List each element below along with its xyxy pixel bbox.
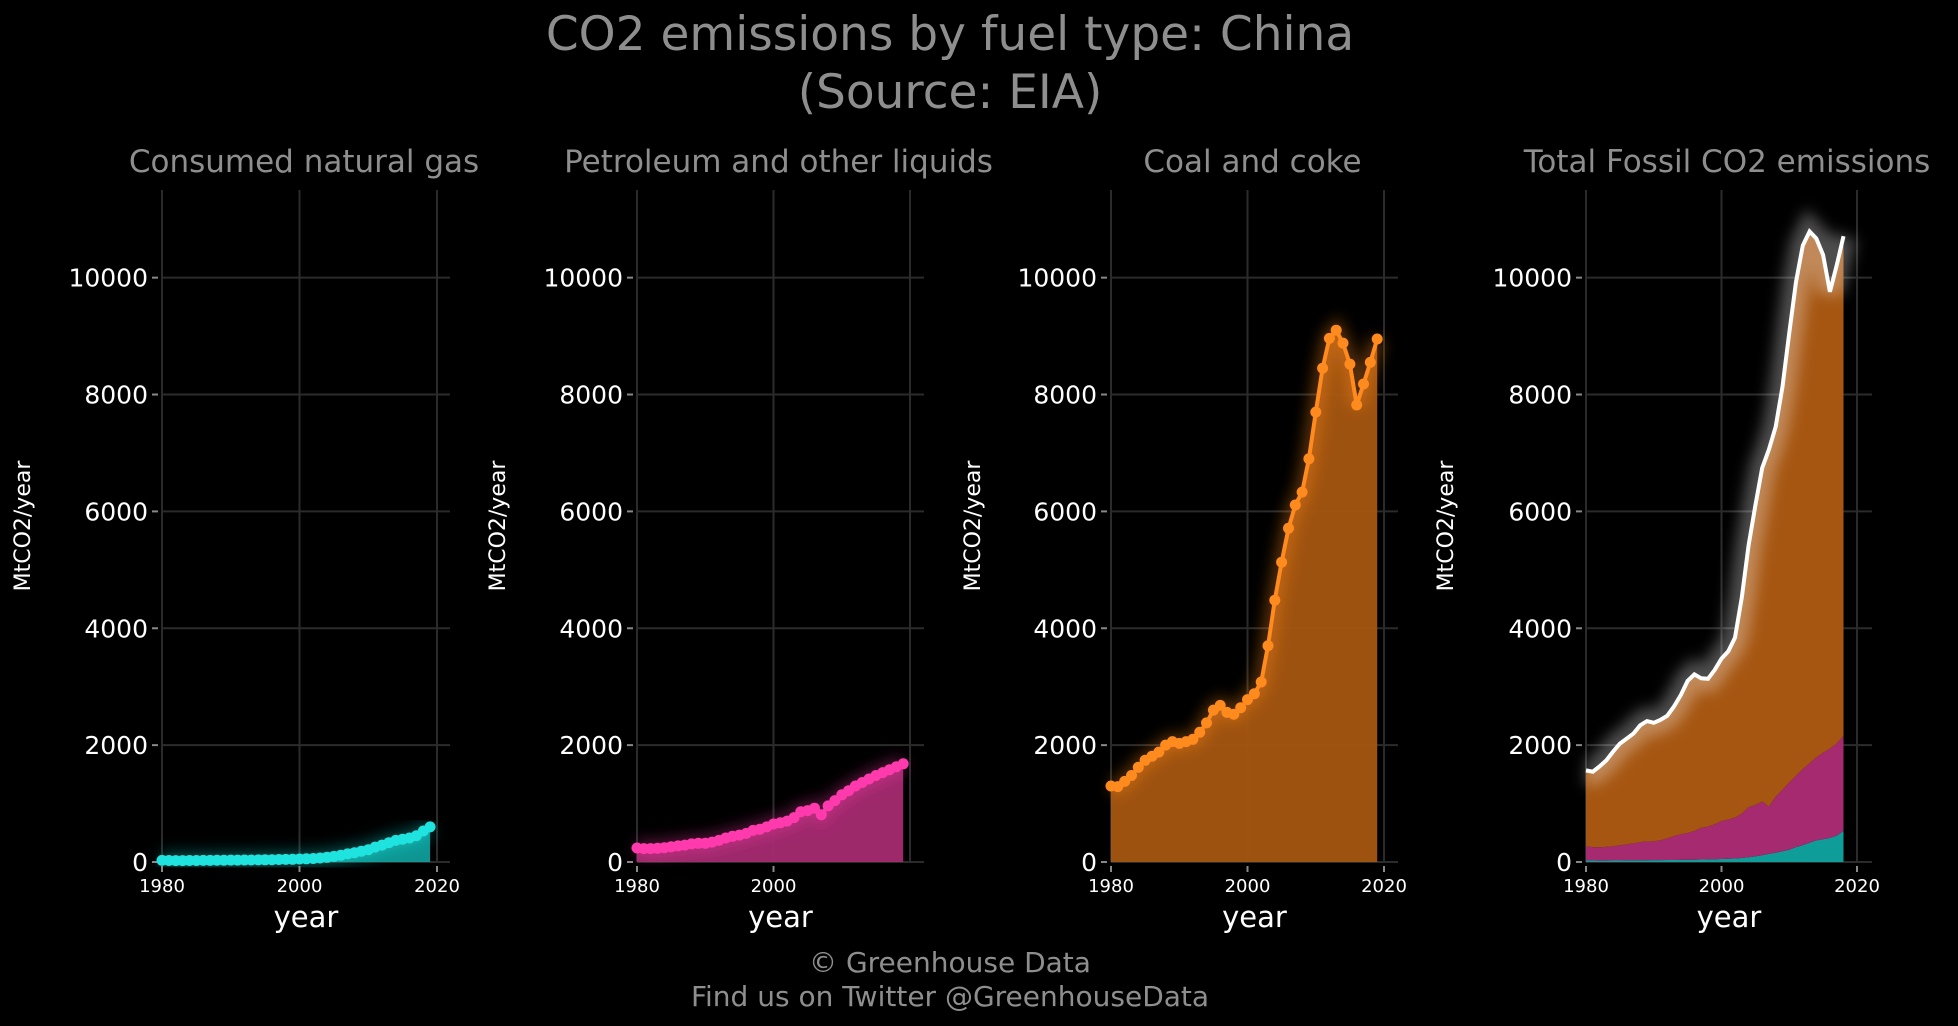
y-tick-label: 4000 <box>1508 614 1572 643</box>
data-point <box>1187 733 1199 745</box>
y-axis-label: MtCO2/year <box>486 460 511 592</box>
x-tick-label: 2000 <box>751 876 797 897</box>
y-tick-label: 2000 <box>559 731 623 760</box>
data-point <box>424 821 436 833</box>
panel-petroleum: 0 2000 4000 6000 8000 10000 1980 2000 year MtCO2/… <box>486 144 993 934</box>
data-point <box>1317 362 1329 374</box>
y-tick-label: 0 <box>132 848 148 877</box>
x-tick-label: 2020 <box>1834 876 1880 897</box>
data-point <box>1235 702 1247 714</box>
y-tick-label: 0 <box>1081 848 1097 877</box>
data-point <box>1323 332 1335 344</box>
data-point <box>1358 378 1369 390</box>
x-tick-label: 1980 <box>139 876 185 897</box>
data-point <box>1276 556 1288 568</box>
panel-title: Total Fossil CO2 emissions <box>1523 144 1931 180</box>
y-tick-label: 0 <box>1556 848 1572 877</box>
stack-petroleum <box>1586 735 1844 861</box>
y-tick-label: 8000 <box>1033 381 1097 410</box>
y-tick-label: 6000 <box>1508 497 1572 526</box>
chart-title-line1: CO2 emissions by fuel type: China <box>546 7 1354 62</box>
panel-title: Petroleum and other liquids <box>564 144 993 180</box>
data-point <box>1262 640 1274 652</box>
data-point <box>809 802 820 814</box>
data-point <box>1255 676 1267 688</box>
x-tick-label: 1980 <box>1563 876 1609 897</box>
x-tick-label: 2000 <box>277 876 323 897</box>
data-point <box>1310 406 1322 418</box>
data-point <box>1296 486 1308 498</box>
panel-title: Consumed natural gas <box>129 144 479 180</box>
panel-coal: 0 2000 4000 6000 8000 10000 1980 2000 2020 year Mt… <box>961 144 1407 934</box>
y-tick-label: 2000 <box>1033 731 1097 760</box>
stack-gas <box>1586 831 1844 862</box>
data-point <box>1371 333 1383 345</box>
data-point <box>1344 358 1356 370</box>
panel-gas: 0 2000 4000 6000 8000 10000 1980 2000 2020 year Mt… <box>11 144 479 934</box>
data-point <box>1201 717 1212 729</box>
panel-total: 0 2000 4000 6000 8000 10000 1980 2000 2020 year Mt… <box>1434 144 1930 934</box>
data-point <box>1153 746 1165 758</box>
y-tick-label: 10000 <box>68 264 148 293</box>
y-tick-label: 4000 <box>559 614 623 643</box>
data-point <box>1351 399 1363 411</box>
total-line <box>1585 228 1846 774</box>
y-tick-label: 6000 <box>84 497 148 526</box>
stack-coal <box>1586 231 1844 848</box>
caption-copyright: © Greenhouse Data <box>809 946 1091 979</box>
caption-twitter: Find us on Twitter @GreenhouseData <box>691 980 1209 1013</box>
data-point <box>1132 761 1144 773</box>
data-point <box>1364 356 1376 368</box>
data-point <box>815 809 827 821</box>
y-tick-label: 4000 <box>84 614 148 643</box>
x-axis-label: year <box>274 900 339 934</box>
data-point <box>1289 499 1301 511</box>
x-axis-label: year <box>1697 900 1762 934</box>
panels: 0 2000 4000 6000 8000 10000 1980 2000 2020 year Mt… <box>11 144 1930 934</box>
x-axis-label: year <box>1222 900 1287 934</box>
area-petroleum <box>637 763 904 862</box>
y-tick-label: 2000 <box>1508 731 1572 760</box>
data-point <box>1248 688 1260 700</box>
y-tick-label: 8000 <box>559 381 623 410</box>
y-axis-label: MtCO2/year <box>961 460 986 592</box>
y-tick-label: 4000 <box>1033 614 1097 643</box>
y-tick-label: 8000 <box>1508 381 1572 410</box>
y-axis-label: MtCO2/year <box>11 460 36 592</box>
y-tick-label: 10000 <box>1492 264 1572 293</box>
data-point <box>1303 453 1315 465</box>
x-tick-label: 2020 <box>1361 876 1407 897</box>
x-tick-label: 1980 <box>1088 876 1134 897</box>
y-tick-label: 2000 <box>84 731 148 760</box>
y-tick-label: 0 <box>607 848 623 877</box>
y-tick-label: 6000 <box>1033 497 1097 526</box>
data-point <box>1214 699 1226 711</box>
data-point <box>1126 770 1137 781</box>
panel-title: Coal and coke <box>1143 144 1361 180</box>
y-tick-label: 10000 <box>1017 264 1097 293</box>
x-tick-label: 2020 <box>414 876 460 897</box>
x-tick-label: 2000 <box>1699 876 1745 897</box>
data-point <box>1330 324 1342 336</box>
data-point <box>1337 337 1349 349</box>
data-point <box>1194 726 1206 738</box>
x-tick-label: 1980 <box>614 876 660 897</box>
x-tick-label: 2000 <box>1225 876 1271 897</box>
y-tick-label: 8000 <box>84 381 148 410</box>
y-axis-label: MtCO2/year <box>1434 460 1459 592</box>
data-point <box>1283 522 1294 534</box>
y-tick-label: 10000 <box>543 264 623 293</box>
y-tick-label: 6000 <box>559 497 623 526</box>
data-point <box>897 758 909 770</box>
chart-title-line2: (Source: EIA) <box>798 65 1103 120</box>
data-point <box>1228 708 1240 720</box>
data-point <box>1269 594 1281 606</box>
x-axis-label: year <box>748 900 813 934</box>
